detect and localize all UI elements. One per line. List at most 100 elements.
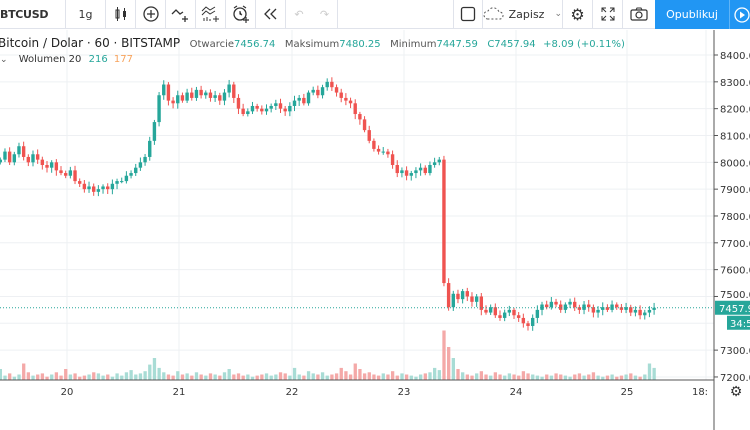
last-price-label: 7457.94: [719, 304, 750, 315]
candle-body: [255, 105, 259, 109]
volume-bar: [12, 376, 17, 380]
candle-body: [82, 183, 87, 190]
candle-body: [26, 156, 31, 163]
fullscreen-icon[interactable]: [593, 0, 623, 29]
candle-body: [306, 92, 311, 104]
volume-bar: [610, 374, 614, 380]
candle-body: [559, 304, 563, 310]
candle-body: [222, 92, 227, 101]
volume-bar: [339, 367, 343, 380]
volume-bar: [260, 374, 264, 380]
candle-body: [87, 186, 91, 190]
volume-bar: [199, 374, 203, 380]
studies-icon[interactable]: [196, 0, 226, 29]
save-label: Zapisz: [508, 7, 545, 21]
candle-body: [227, 84, 231, 93]
volume-bar: [64, 369, 68, 380]
candle-body: [236, 97, 241, 109]
volume-bar: [344, 371, 348, 380]
candle-body: [208, 92, 213, 98]
candle-body: [615, 304, 619, 308]
volume-bar: [465, 374, 469, 380]
volume-bar: [3, 375, 7, 380]
volume-bar: [110, 376, 115, 380]
replay-icon[interactable]: [256, 0, 286, 29]
undo-icon[interactable]: ↶: [294, 7, 304, 21]
volume-bar: [288, 375, 292, 380]
volume-bar: [120, 375, 124, 380]
volume-bar: [475, 373, 479, 380]
volume-bar: [171, 375, 175, 380]
candle-body: [3, 151, 7, 160]
volume-bar: [87, 374, 91, 380]
volume-bar: [591, 372, 596, 380]
high-label: Maksimum: [284, 39, 340, 50]
candle-body: [176, 95, 180, 104]
candle-body: [218, 95, 222, 101]
volume-bar: [115, 373, 119, 380]
play-icon[interactable]: [729, 0, 750, 29]
candle-body: [106, 186, 110, 190]
interval-button[interactable]: 1g: [66, 0, 106, 29]
volume-bar: [96, 373, 101, 380]
camera-icon[interactable]: [623, 0, 655, 29]
layout-icon[interactable]: [453, 0, 483, 29]
candle-body: [610, 304, 614, 310]
volume-bar: [526, 373, 530, 380]
volume-bar: [264, 373, 269, 380]
add-indicator-icon[interactable]: [136, 0, 166, 29]
time-tick-label: 23: [398, 387, 411, 398]
volume-bar: [17, 374, 21, 380]
volume-bar: [461, 372, 465, 380]
symbol-search-button[interactable]: BTCUSD: [0, 0, 66, 29]
collapse-icon[interactable]: ⌄: [0, 55, 8, 65]
save-button[interactable]: Zapisz ⌄: [483, 0, 563, 29]
candle-body: [302, 97, 306, 104]
candles-icon[interactable]: [106, 0, 136, 29]
candle-body: [568, 301, 572, 305]
volume-bar: [521, 371, 526, 380]
candle-body: [488, 307, 493, 313]
time-tick-label: 25: [621, 387, 634, 398]
volume-bar: [348, 374, 353, 380]
candle-body: [92, 186, 96, 192]
price-tick-label: 7900.00: [720, 185, 750, 196]
volume-bar: [605, 375, 610, 380]
volume-bar: [615, 376, 619, 380]
volume-bar: [185, 373, 189, 380]
publish-button[interactable]: Opublikuj: [655, 0, 750, 29]
volume-bar: [582, 375, 586, 380]
volume-bar: [320, 372, 325, 380]
volume-bar: [246, 374, 250, 380]
volume-bar: [601, 376, 605, 380]
price-tick-label: 7700.00: [720, 239, 750, 250]
redo-icon[interactable]: ↷: [312, 0, 338, 29]
candle-body: [283, 108, 287, 112]
candle-body: [451, 293, 455, 308]
gear-icon[interactable]: ⚙: [563, 0, 593, 29]
chart-settings-gear-icon[interactable]: ⚙: [730, 384, 743, 400]
volume-bar: [470, 375, 474, 380]
volume-bar: [638, 376, 642, 380]
price-tick-label: 7800.00: [720, 212, 750, 223]
candle-body: [292, 100, 297, 106]
candle-body: [325, 81, 329, 88]
candle-body: [12, 154, 17, 163]
volume-bar: [129, 370, 133, 380]
low-value: 7447.59: [436, 39, 478, 50]
alert-icon[interactable]: [226, 0, 256, 29]
price-tick-label: 7600.00: [720, 266, 750, 277]
publish-label: Opublikuj: [666, 8, 718, 21]
candle-body: [63, 173, 68, 176]
countdown-label: 34:55: [730, 319, 750, 330]
close-value: 7457.94: [494, 39, 536, 50]
candle-body: [596, 309, 600, 313]
compare-icon[interactable]: [166, 0, 196, 29]
open-value: 7456.74: [234, 39, 276, 50]
volume-bar: [531, 374, 535, 380]
volume-bar: [241, 375, 245, 380]
open-label: Otwarcie: [189, 39, 235, 50]
candle-body: [619, 307, 624, 310]
price-chart[interactable]: 8400.00 8300.00 8200.00 8100.00 8000.00 7900.…: [0, 30, 750, 430]
candle-body: [40, 159, 45, 166]
